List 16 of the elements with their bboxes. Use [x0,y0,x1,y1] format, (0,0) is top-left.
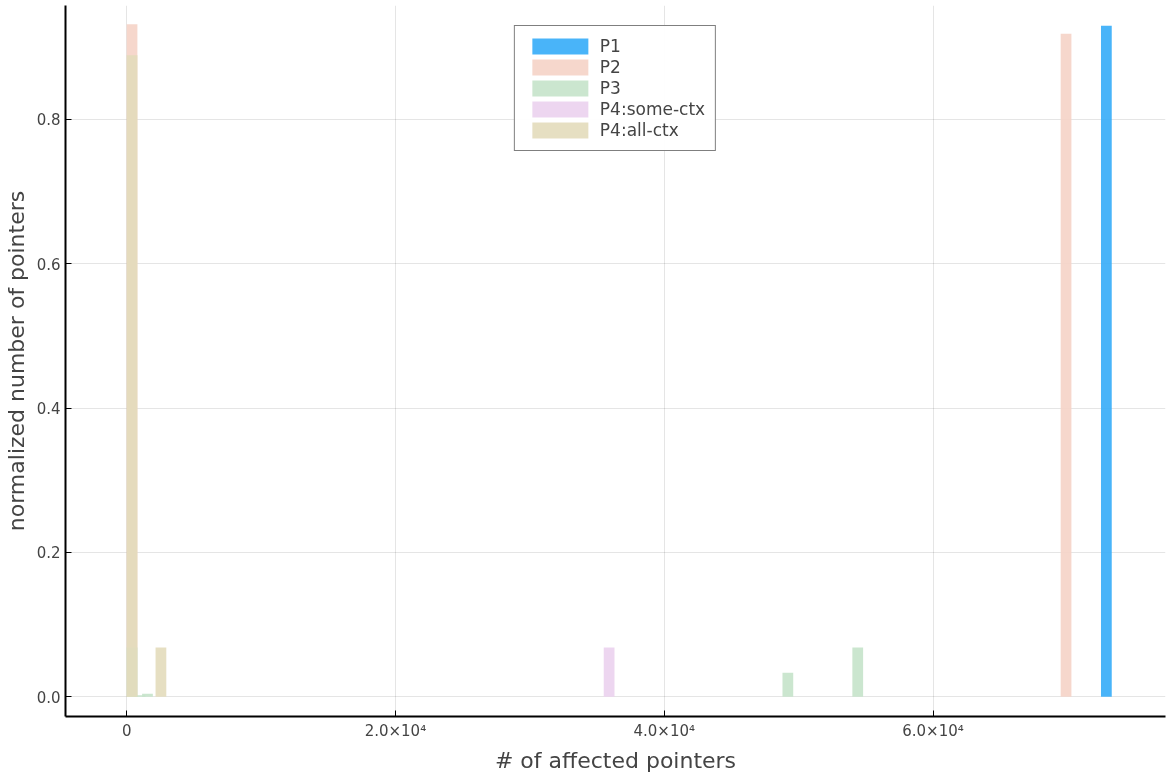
legend-label: P4:some-ctx [599,99,706,119]
x-tick-label: 4.0×10⁴ [633,721,695,740]
y-tick-label: 0.4 [36,400,61,419]
legend-label: P1 [599,36,621,56]
y-tick-label: 0.0 [36,688,61,707]
y-tick-label: 0.8 [36,111,61,130]
x-axis-title: # of affected pointers [494,747,737,773]
legend-label: P3 [599,78,621,98]
y-tick-label: 0.6 [36,255,61,274]
x-tick-label: 6.0×10⁴ [902,721,964,740]
x-tick-label: 2.0×10⁴ [364,721,427,740]
x-tick-label: 0 [121,721,132,740]
y-axis-title: normalized number of pointers [3,190,29,532]
legend-label: P2 [599,57,621,77]
y-tick-label: 0.2 [36,544,61,563]
legend-label: P4:all-ctx [599,120,679,140]
